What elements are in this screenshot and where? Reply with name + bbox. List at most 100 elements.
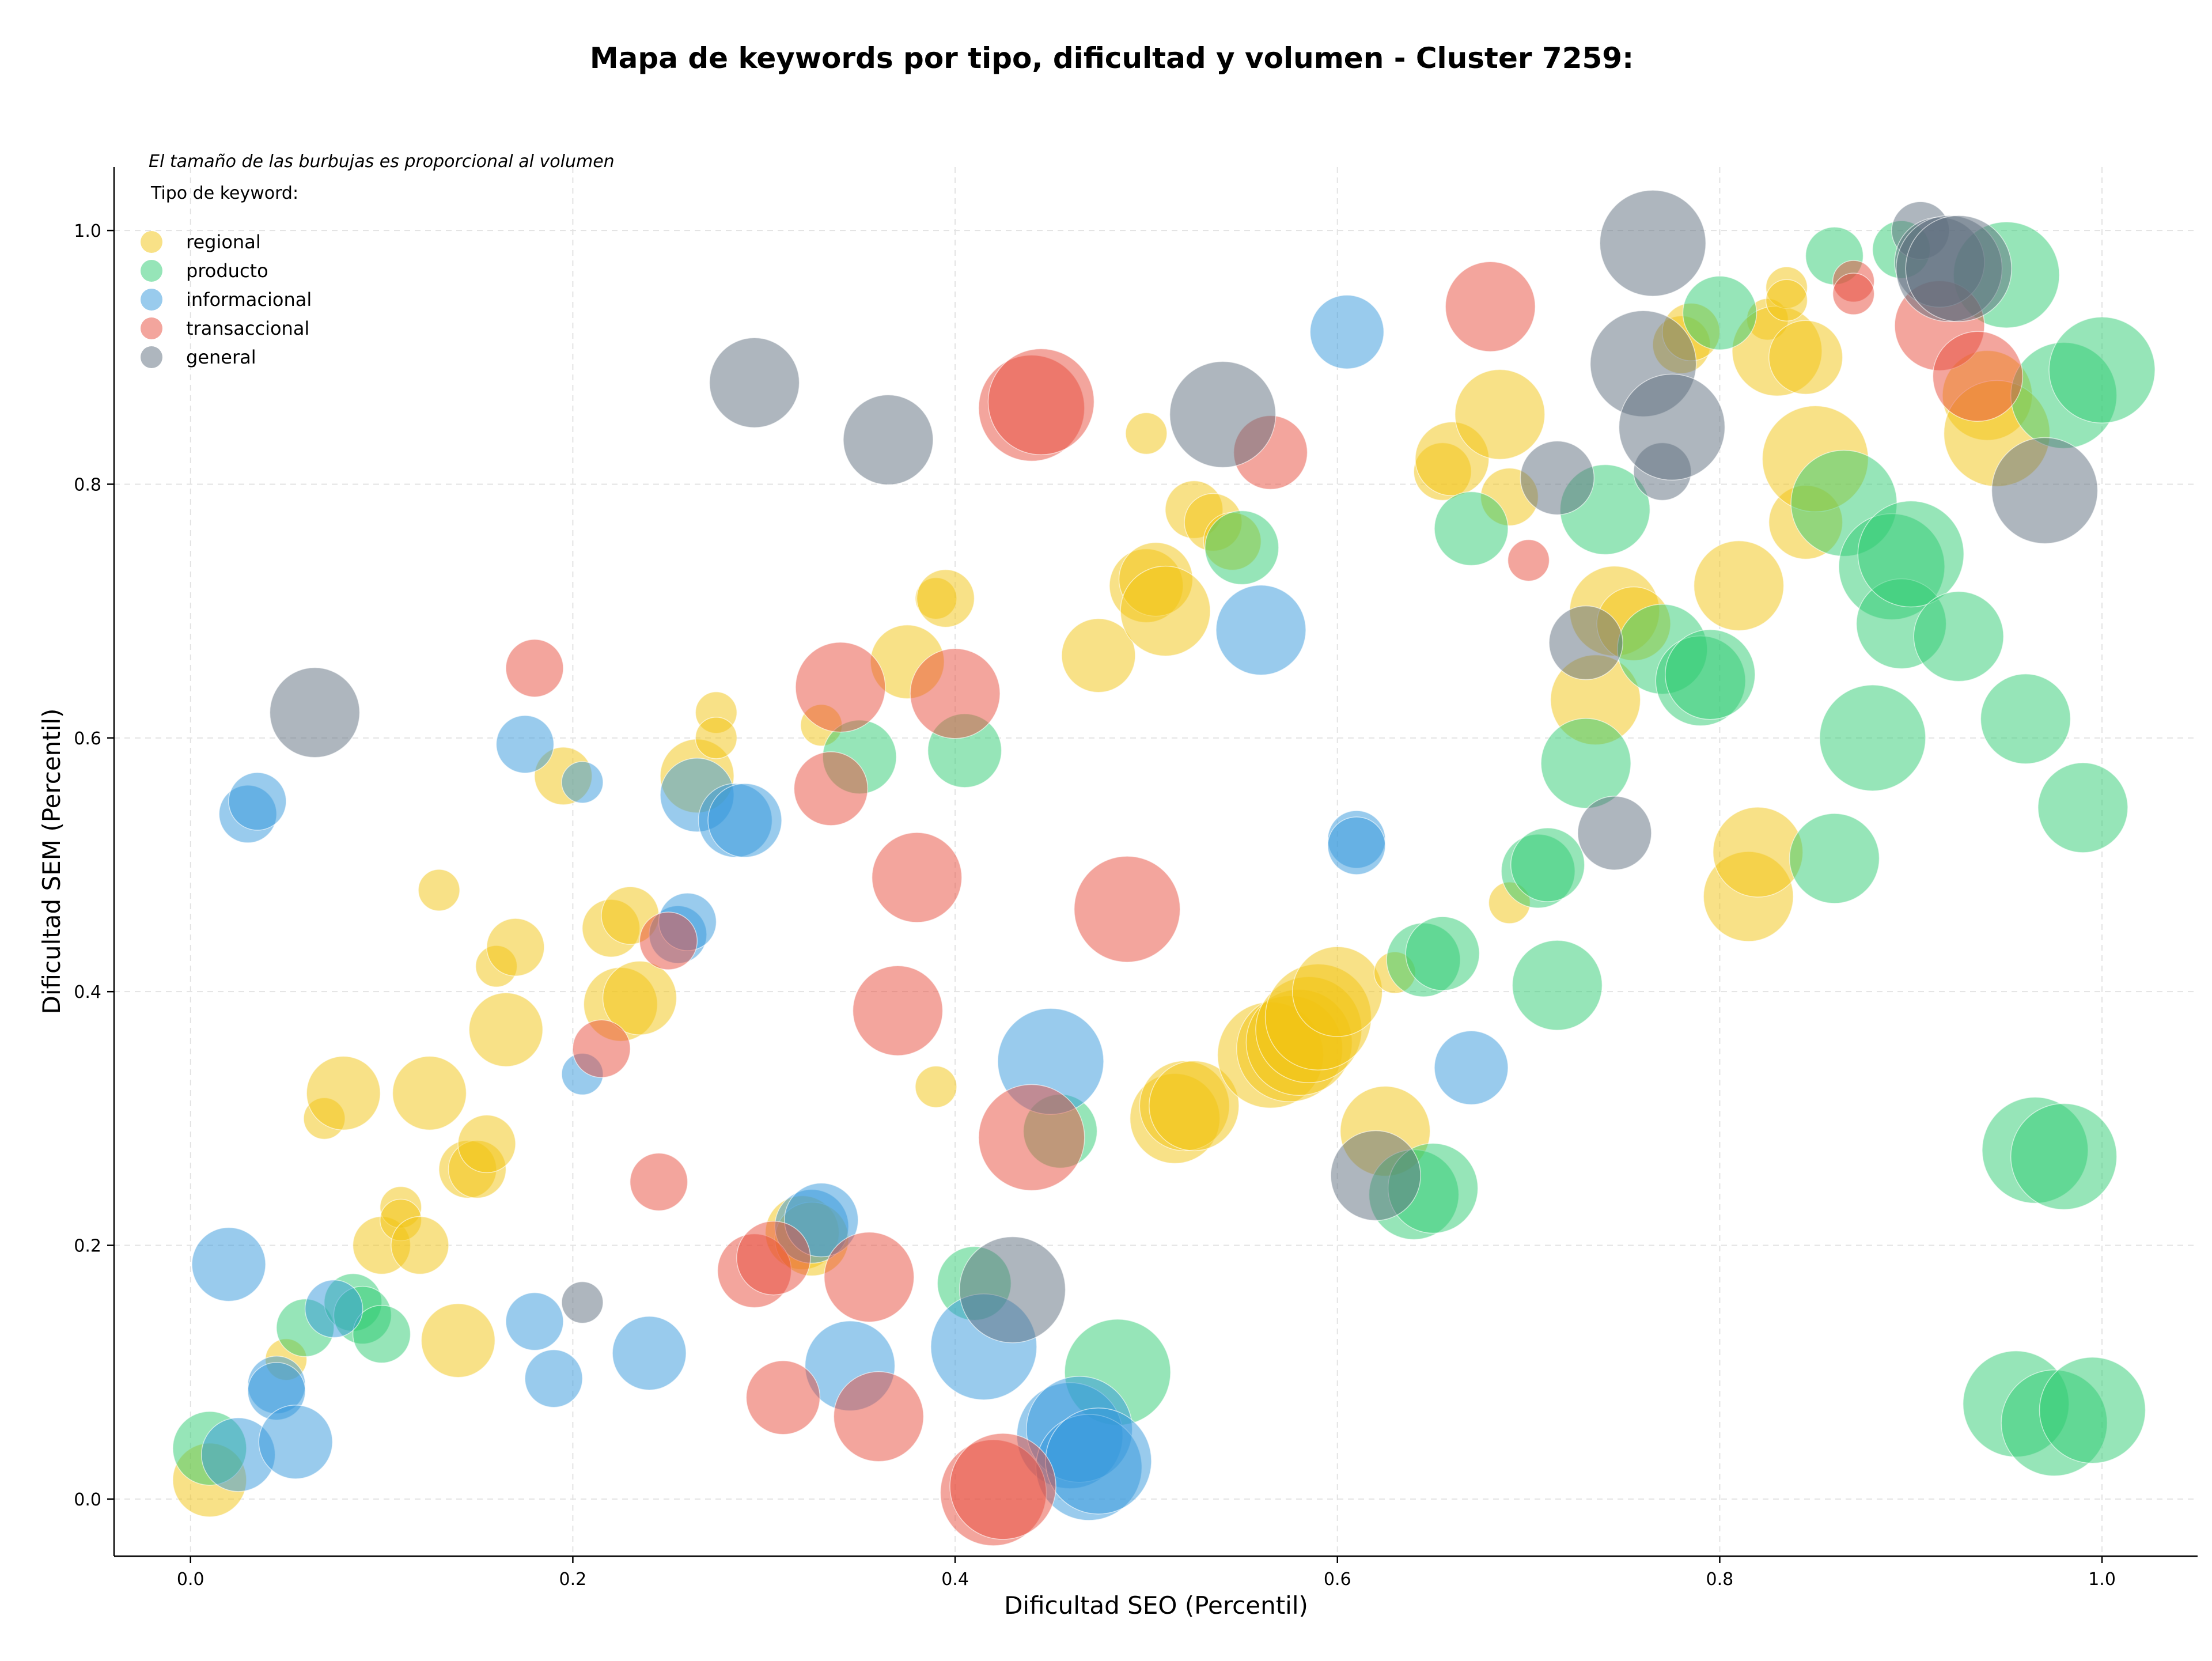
- x-tick-label: 0.8: [1706, 1569, 1734, 1590]
- bubble-transaccional: [736, 1220, 811, 1296]
- bubble-informacional: [191, 1227, 266, 1302]
- bubble-transaccional: [978, 1084, 1085, 1191]
- x-tick-label: 0.0: [177, 1569, 204, 1590]
- y-tick-label: 0.0: [74, 1490, 101, 1510]
- legend-label-regional: regional: [186, 231, 261, 253]
- bubble-transaccional: [1932, 331, 2024, 422]
- bubble-transaccional: [1507, 539, 1550, 582]
- bubble-transaccional: [745, 1360, 821, 1435]
- bubble-informacional: [1045, 1408, 1152, 1515]
- legend-label-general: general: [186, 346, 256, 368]
- bubble-regional: [392, 1055, 467, 1131]
- bubble-producto: [1980, 674, 2071, 765]
- bubble-producto: [1819, 684, 1926, 792]
- legend-title: Tipo de keyword:: [150, 183, 298, 203]
- y-tick-label: 0.4: [74, 982, 101, 1002]
- bubble-producto: [352, 1304, 411, 1364]
- bubble-regional: [602, 960, 677, 1035]
- series-informacional: [191, 294, 1509, 1521]
- y-tick-label: 0.6: [74, 729, 101, 749]
- bubble-producto: [1405, 916, 1480, 991]
- bubble-producto: [1682, 275, 1758, 350]
- bubble-transaccional: [572, 1019, 631, 1079]
- bubble-regional: [1768, 320, 1843, 395]
- bubble-general: [1599, 190, 1707, 297]
- bubble-producto: [1665, 629, 1756, 720]
- bubble-regional: [1061, 618, 1136, 693]
- bubble-informacional: [524, 1349, 583, 1408]
- bubble-general: [1520, 440, 1595, 516]
- bubble-layer: [172, 190, 2156, 1546]
- bubble-regional: [418, 869, 460, 911]
- bubble-informacional: [228, 772, 287, 831]
- bubble-transaccional: [987, 348, 1095, 456]
- bubble-general: [1169, 361, 1277, 468]
- legend-marker-producto: [141, 260, 162, 282]
- bubble-producto: [1512, 940, 1603, 1031]
- y-tick-label: 0.2: [74, 1236, 101, 1257]
- chart-title: Mapa de keywords por tipo, dificultad y …: [590, 41, 1634, 75]
- bubble-producto: [2039, 1357, 2146, 1464]
- legend-size-note: El tamaño de las burbujas es proporciona…: [149, 152, 615, 172]
- bubble-general: [1618, 373, 1726, 481]
- x-tick-label: 0.4: [941, 1569, 969, 1590]
- bubble-general: [959, 1236, 1066, 1344]
- bubble-informacional: [561, 761, 604, 804]
- bubble-producto: [1510, 827, 1585, 902]
- bubble-regional: [1149, 1060, 1240, 1152]
- legend-marker-general: [141, 346, 162, 368]
- bubble-producto: [1434, 491, 1509, 566]
- bubble-regional: [915, 1065, 957, 1108]
- legend-label-producto: producto: [186, 260, 268, 282]
- bubble-informacional: [495, 715, 555, 774]
- x-axis-label: Dificultad SEO (Percentil): [1004, 1591, 1308, 1620]
- bubble-regional: [306, 1055, 381, 1131]
- bubble-informacional: [1309, 294, 1385, 369]
- bubble-regional: [916, 569, 975, 628]
- bubble-producto: [1540, 718, 1631, 809]
- bubble-informacional: [707, 783, 782, 858]
- bubble-regional: [421, 1303, 496, 1378]
- x-tick-label: 0.2: [559, 1569, 587, 1590]
- bubble-regional: [468, 992, 544, 1067]
- legend-label-informacional: informacional: [186, 289, 312, 311]
- bubble-producto: [1789, 813, 1880, 904]
- y-tick-label: 0.8: [74, 475, 101, 495]
- y-axis-label: Dificultad SEM (Percentil): [37, 709, 66, 1015]
- bubble-transaccional: [505, 638, 564, 698]
- x-tick-label: 0.6: [1324, 1569, 1351, 1590]
- bubble-informacional: [612, 1315, 687, 1391]
- bubble-transaccional: [833, 1371, 925, 1462]
- bubble-transaccional: [1832, 273, 1875, 315]
- y-tick-label: 1.0: [74, 221, 101, 241]
- bubble-general: [1577, 796, 1652, 871]
- bubble-producto: [1857, 500, 1964, 608]
- bubble-transaccional: [639, 911, 698, 970]
- bubble-regional: [1291, 946, 1383, 1037]
- bubble-producto: [2048, 316, 2156, 424]
- bubble-informacional: [258, 1405, 333, 1480]
- bubble-transaccional: [910, 648, 1001, 739]
- bubble-producto: [2010, 1103, 2118, 1210]
- bubble-producto: [1913, 591, 2004, 682]
- bubble-general: [1548, 605, 1623, 680]
- legend: El tamaño de las burbujas es proporciona…: [141, 152, 615, 368]
- legend-label-transaccional: transaccional: [186, 317, 309, 339]
- bubble-informacional: [1327, 816, 1386, 875]
- bubble-regional: [1455, 369, 1546, 460]
- bubble-informacional: [304, 1279, 363, 1338]
- bubble-general: [843, 394, 934, 486]
- bubble-transaccional: [949, 1433, 1056, 1540]
- bubble-regional: [1120, 565, 1211, 657]
- legend-items: regional producto informacional transaccion…: [141, 231, 312, 368]
- bubble-transaccional: [1073, 856, 1181, 963]
- series-general: [269, 190, 2099, 1344]
- legend-marker-regional: [141, 231, 162, 253]
- bubble-regional: [391, 1216, 449, 1275]
- bubble-transaccional: [823, 1231, 915, 1323]
- bubble-transaccional: [852, 965, 944, 1056]
- bubble-regional: [1713, 807, 1804, 898]
- bubble-general: [709, 337, 800, 429]
- bubble-general: [1905, 215, 2012, 322]
- bubble-regional: [1693, 540, 1785, 631]
